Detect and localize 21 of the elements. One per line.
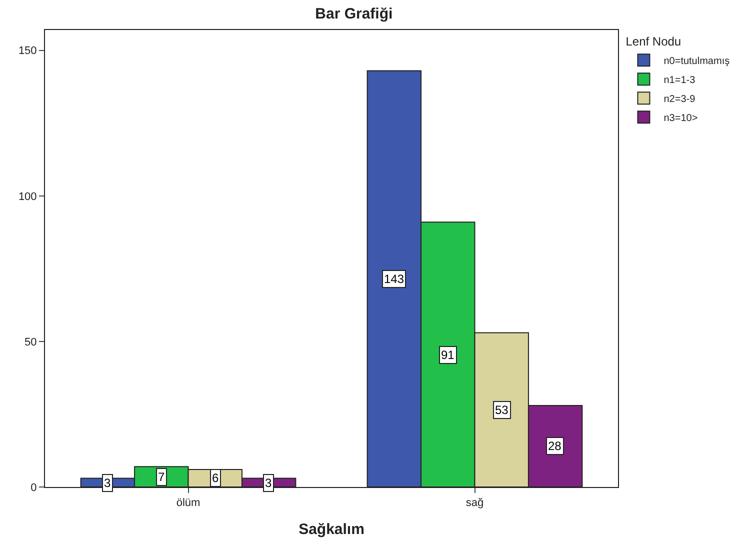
- y-tick-label: 150: [18, 45, 37, 58]
- x-tick-label: sağ: [466, 497, 484, 510]
- legend-label: n1=1-3: [664, 75, 696, 86]
- data-label: 7: [158, 470, 165, 484]
- x-tick-label: ölüm: [176, 497, 200, 510]
- data-label: 91: [441, 348, 455, 362]
- data-label: 143: [384, 272, 404, 286]
- data-label: 3: [104, 476, 111, 490]
- x-axis-title: Sağkalım: [298, 521, 364, 538]
- data-label: 28: [548, 439, 562, 453]
- data-label: 53: [495, 403, 509, 417]
- chart-title: Bar Grafiği: [315, 6, 393, 23]
- y-tick-label: 50: [24, 336, 37, 348]
- data-label: 6: [212, 471, 219, 485]
- legend-title: Lenf Nodu: [626, 34, 682, 49]
- data-label: 3: [265, 476, 272, 490]
- y-tick-label: 100: [18, 190, 37, 203]
- legend-label: n0=tutulmamış: [664, 56, 730, 67]
- y-tick-label: 0: [30, 482, 37, 494]
- legend-label: n2=3-9: [664, 94, 696, 105]
- legend-label: n3=10>: [664, 113, 698, 124]
